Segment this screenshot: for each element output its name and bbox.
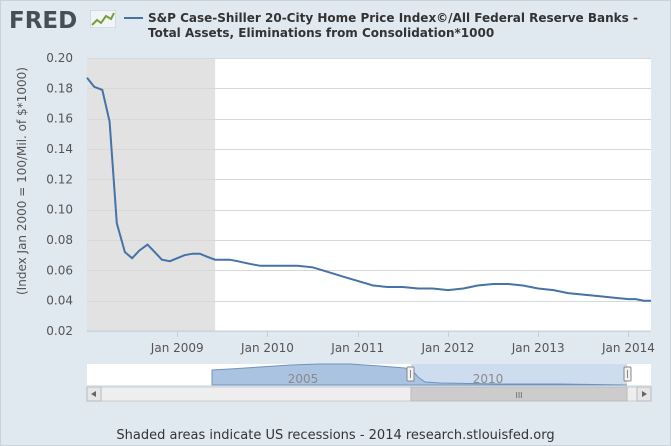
x-tick-label: Jan 2012 [421, 341, 475, 355]
y-tick-label: 0.14 [46, 142, 73, 156]
x-tick-label: Jan 2010 [240, 341, 294, 355]
chart-title-line-2: Total Assets, Eliminations from Consolid… [148, 26, 495, 40]
chart-title-line-1: S&P Case-Shiller 20-City Home Price Inde… [148, 11, 638, 25]
y-tick-label: 0.04 [46, 294, 73, 308]
scrollbar-grip: III [515, 391, 522, 400]
y-tick-label: 0.02 [46, 324, 73, 338]
legend-series-swatch [124, 17, 143, 19]
fred-logo[interactable]: FRED [9, 8, 78, 34]
navigator-selected-range[interactable] [411, 364, 627, 385]
chart-canvas: 0.20 0.18 0.16 0.14 0.12 0.10 0.08 0.06 0.04 0.02… [46, 51, 655, 402]
scroll-right-arrow-icon [642, 391, 647, 397]
navigator-label-2010: 2010 [473, 372, 504, 386]
x-tick-label: Jan 2013 [511, 341, 565, 355]
x-tick-label: Jan 2009 [150, 341, 204, 355]
scrollbar-thumb[interactable] [410, 386, 628, 402]
x-tick-label: Jan 2011 [330, 341, 384, 355]
footer-note: Shaded areas indicate US recessions - 20… [116, 428, 555, 443]
trend-chart-icon [90, 10, 116, 28]
y-tick-label: 0.06 [46, 263, 73, 277]
y-tick-label: 0.20 [46, 51, 73, 65]
scroll-left-arrow-icon [91, 391, 96, 397]
y-tick-label: 0.10 [46, 203, 73, 217]
navigator-label-2005: 2005 [288, 372, 319, 386]
series-line [86, 77, 651, 302]
recession-shade [87, 58, 216, 331]
y-tick-label: 0.18 [46, 81, 73, 95]
y-tick-label: 0.08 [46, 233, 73, 247]
y-tick-label: 0.12 [46, 172, 73, 186]
navigator-area [211, 363, 628, 386]
x-tick-label: Jan 2014 [601, 341, 655, 355]
y-tick-label: 0.16 [46, 112, 73, 126]
